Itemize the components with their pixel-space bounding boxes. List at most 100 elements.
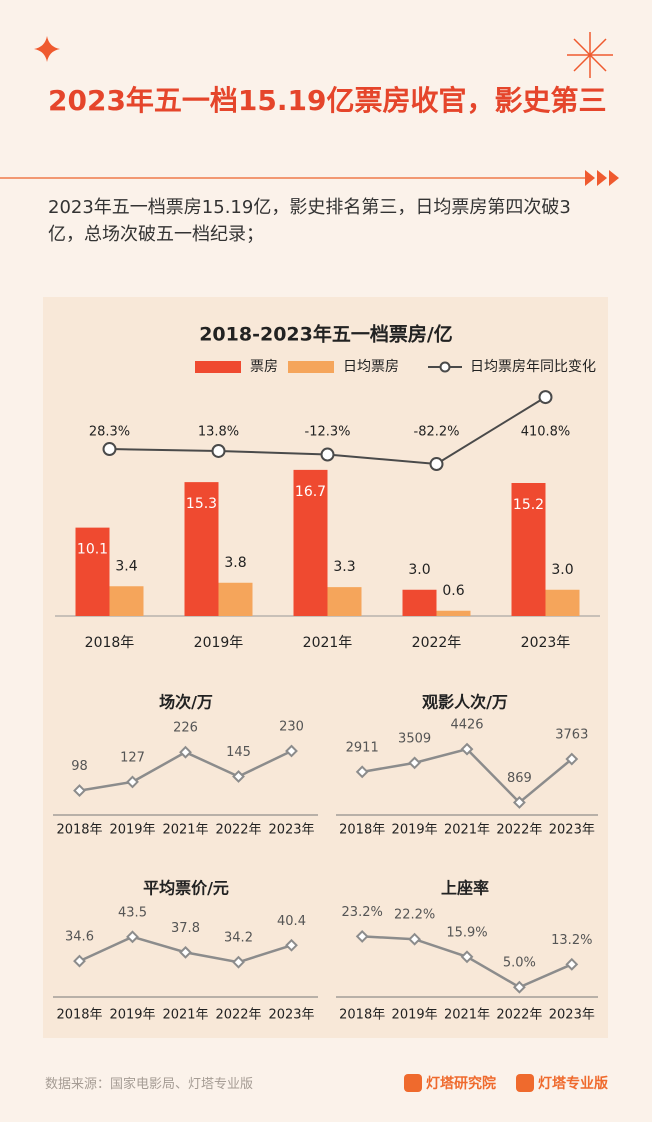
data-label: 0.6 (442, 583, 464, 599)
legend-label: 日均票房年同比变化 (470, 359, 596, 375)
chart-panel (43, 297, 608, 1038)
x-tick-label: 2022年 (496, 823, 542, 838)
legend-label: 票房 (250, 359, 278, 375)
data-label: 4426 (450, 718, 483, 733)
data-label: 15.2 (513, 497, 544, 513)
data-label: 23.2% (342, 905, 383, 920)
line-marker (565, 957, 579, 971)
data-label: 3.4 (115, 558, 137, 574)
brand: 灯塔研究院 (426, 1076, 496, 1092)
data-label: 28.3% (89, 425, 130, 440)
line-marker (102, 442, 117, 457)
line-marker (285, 938, 298, 952)
data-label: 10.1 (77, 542, 108, 558)
data-label: 43.5 (118, 905, 147, 920)
data-label: 37.8 (171, 921, 200, 936)
brand-icon (404, 1074, 422, 1092)
x-tick-label: 2022年 (496, 1008, 542, 1023)
x-tick-label: 2018年 (339, 1008, 385, 1023)
data-label: 226 (173, 721, 198, 736)
line-marker (429, 457, 444, 472)
x-tick-label: 2018年 (339, 823, 385, 838)
x-tick-label: 2021年 (162, 823, 208, 838)
bar (545, 589, 580, 616)
legend-swatch (288, 361, 334, 373)
data-label: 3.8 (224, 555, 246, 571)
line-marker (460, 742, 474, 756)
line-marker (408, 756, 422, 770)
data-label: 3.3 (333, 559, 355, 575)
bar (184, 482, 219, 616)
data-label: 127 (120, 750, 145, 765)
legend-marker (439, 361, 451, 373)
x-tick-label: 2023年 (549, 823, 595, 838)
data-label: 13.8% (198, 425, 239, 440)
brand: 灯塔专业版 (538, 1076, 608, 1092)
star-decoration (34, 36, 60, 62)
data-label: 40.4 (277, 914, 306, 929)
line-marker (355, 765, 369, 779)
x-tick-label: 2021年 (162, 1008, 208, 1023)
line-marker (73, 784, 86, 798)
line-marker (285, 744, 298, 758)
arrow-decoration (585, 170, 619, 186)
bar (511, 483, 546, 616)
x-tick-label: 2018年 (56, 823, 102, 838)
line-marker (126, 930, 139, 944)
line-marker (355, 930, 369, 943)
chart-title: 平均票价/元 (143, 879, 229, 898)
data-label: 3763 (555, 728, 588, 743)
data-label: 869 (507, 771, 532, 786)
x-tick-label: 2022年 (215, 823, 261, 838)
subtitle: 2023年五一档票房15.19亿，影史排名第三，日均票房第四次破3亿，总场次破五… (48, 197, 571, 245)
bar (109, 586, 144, 616)
data-label: 3.0 (551, 562, 573, 578)
x-tick-label: 2019年 (109, 1008, 155, 1023)
data-label: 145 (226, 745, 251, 760)
bar (293, 469, 328, 616)
legend-swatch (195, 361, 241, 373)
data-label: -82.2% (414, 425, 460, 440)
line-marker (512, 980, 526, 994)
line-marker (211, 443, 226, 458)
x-tick-label: 2023年 (549, 1008, 595, 1023)
brand-icon (516, 1074, 534, 1092)
x-tick-label: 2022年 (215, 1008, 261, 1023)
line-marker (179, 945, 192, 959)
data-label: 2911 (346, 740, 379, 755)
data-label: 5.0% (503, 956, 536, 971)
chart-title: 观影人次/万 (422, 693, 508, 712)
data-label: -12.3% (305, 425, 351, 440)
chart-title: 场次/万 (159, 693, 213, 712)
data-label: 16.7 (295, 484, 326, 500)
x-tick-label: 2023年 (521, 635, 571, 651)
x-tick-label: 2021年 (444, 1008, 490, 1023)
line-marker (408, 932, 422, 946)
bar (75, 527, 110, 616)
data-label: 98 (71, 759, 88, 774)
line-marker (126, 775, 139, 789)
title: 2023年五一档15.19亿票房收官，影史第三 (48, 84, 607, 117)
data-label: 13.2% (551, 933, 592, 948)
x-tick-label: 2019年 (109, 823, 155, 838)
x-tick-label: 2019年 (194, 635, 244, 651)
line-marker (320, 447, 335, 462)
data-label: 34.2 (224, 931, 253, 946)
x-tick-label: 2023年 (268, 823, 314, 838)
line-marker (73, 954, 86, 968)
bar (436, 610, 471, 616)
line-marker (232, 770, 245, 783)
data-label: 3.0 (408, 562, 430, 578)
line-marker (512, 796, 526, 809)
data-label: 15.3 (186, 496, 217, 512)
line-marker (538, 390, 553, 405)
x-tick-label: 2018年 (56, 1008, 102, 1023)
data-label: 15.9% (446, 925, 487, 940)
x-tick-label: 2021年 (303, 635, 353, 651)
line-marker (460, 950, 474, 964)
legend-label: 日均票房 (343, 359, 399, 375)
line-marker (179, 745, 192, 759)
data-label: 3509 (398, 731, 431, 746)
